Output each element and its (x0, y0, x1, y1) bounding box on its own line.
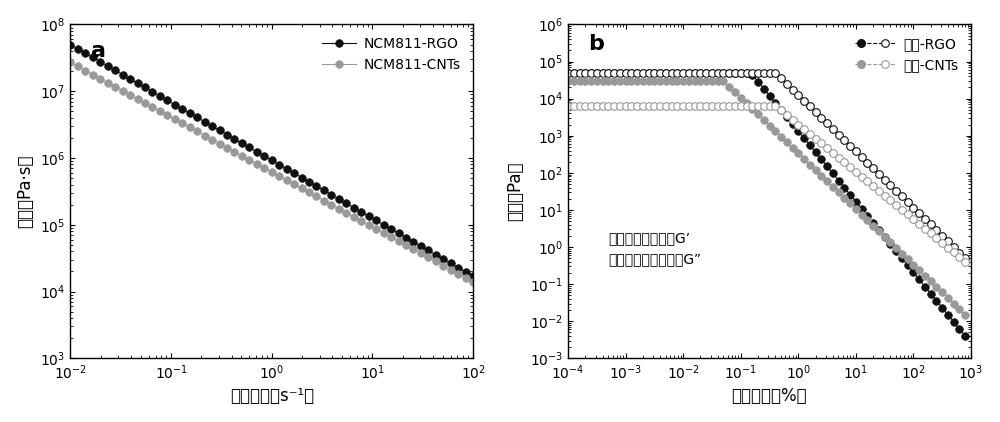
Text: b: b (588, 35, 604, 54)
NCM811-CNTs (139, 100, 151, 106)
X-axis label: 剪切速率（s⁻¹）: 剪切速率（s⁻¹） (230, 387, 314, 406)
Y-axis label: 粘度（Pa·s）: 粘度（Pa·s） (17, 154, 35, 228)
NCM811-RGO (139, 85, 151, 90)
NCM811-CNTs (460, 275, 472, 280)
NCM811-RGO (422, 248, 434, 253)
NCM811-CNTs (64, 60, 76, 65)
NCM811-CNTs (467, 279, 479, 284)
NCM811-RGO (214, 128, 226, 133)
NCM811-RGO (460, 269, 472, 274)
NCM811-RGO (161, 98, 173, 103)
Text: 实心：储能模量，G’
半实心：损耗模量，G”: 实心：储能模量，G’ 半实心：损耗模量，G” (608, 231, 701, 266)
NCM811-RGO (467, 273, 479, 279)
X-axis label: 剪切应力（%）: 剪切应力（%） (732, 387, 807, 406)
NCM811-RGO (109, 68, 121, 73)
NCM811-CNTs (161, 113, 173, 118)
NCM811-RGO (64, 42, 76, 47)
NCM811-CNTs (422, 255, 434, 260)
Legend: 石墨-RGO, 石墨-CNTs: 石墨-RGO, 石墨-CNTs (849, 31, 964, 78)
NCM811-CNTs (109, 84, 121, 89)
Text: a: a (91, 41, 106, 61)
Y-axis label: 模量（Pa）: 模量（Pa） (506, 162, 524, 221)
Legend: NCM811-RGO, NCM811-CNTs: NCM811-RGO, NCM811-CNTs (316, 31, 466, 78)
Line: NCM811-RGO: NCM811-RGO (67, 41, 477, 280)
Line: NCM811-CNTs: NCM811-CNTs (67, 59, 477, 286)
NCM811-CNTs (214, 141, 226, 146)
